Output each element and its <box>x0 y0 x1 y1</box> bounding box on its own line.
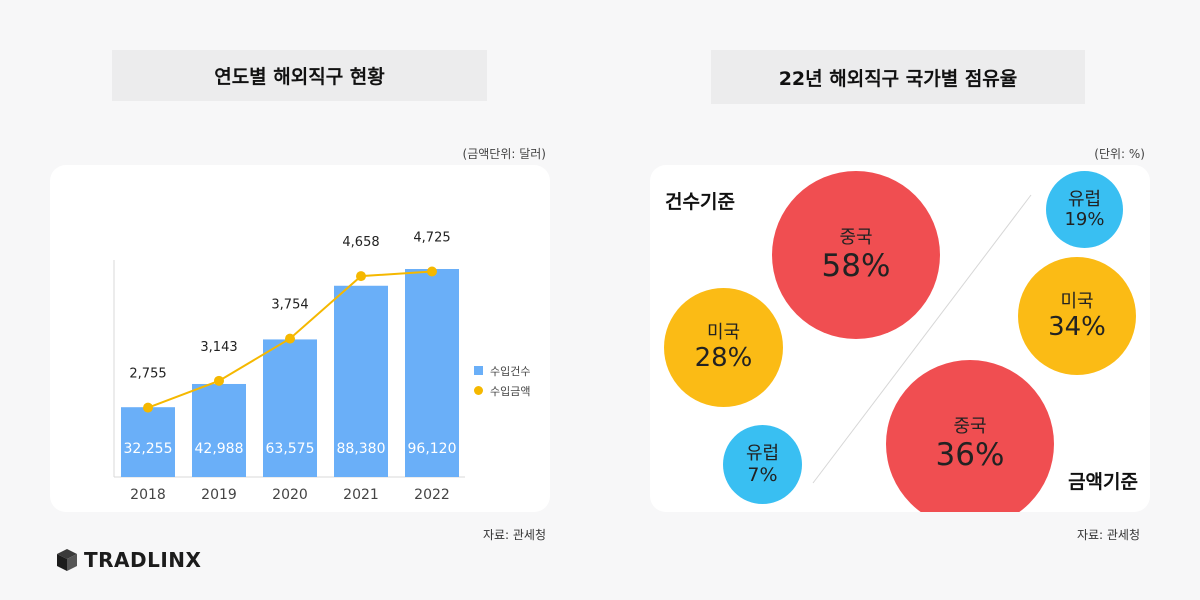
line-value-label-2021: 4,658 <box>342 235 379 250</box>
bar-2022 <box>405 269 459 477</box>
right-source: 자료: 관세청 <box>1076 528 1140 542</box>
bar-value-label-2022: 96,120 <box>408 441 457 457</box>
left-source: 자료: 관세청 <box>482 528 546 542</box>
left-title: 연도별 해외직구 현황 <box>112 50 487 101</box>
bar-value-label-2018: 32,255 <box>124 441 173 457</box>
bubble-label: 유럽 <box>1067 188 1102 210</box>
bubble-amount-china: 중국 36% <box>886 360 1054 512</box>
bubble-label: 중국 <box>953 416 987 438</box>
x-tick-label-2018: 2018 <box>130 487 166 503</box>
line-point-2018 <box>143 402 153 413</box>
bubble-percent: 58% <box>821 247 891 284</box>
bar-value-label-2019: 42,988 <box>195 441 244 457</box>
bar-value-label-2021: 88,380 <box>337 441 386 457</box>
line-point-2020 <box>285 333 295 344</box>
right-unit-note: (단위: %) <box>1094 147 1145 161</box>
tradlinx-logo: TRADLINX <box>56 548 201 572</box>
legend-line-swatch <box>474 386 483 395</box>
legend-bar-label: 수입건수 <box>490 365 530 378</box>
line-value-label-2022: 4,725 <box>413 231 450 246</box>
left-unit-note: (금액단위: 달러) <box>462 147 546 161</box>
bubble-count-china: 중국 58% <box>772 171 940 339</box>
right-title: 22년 해외직구 국가별 점유율 <box>711 50 1085 104</box>
bubble-label: 미국 <box>706 322 741 344</box>
bar-value-label-2020: 63,575 <box>266 441 315 457</box>
bubble-amount-europe: 유럽 19% <box>1046 171 1123 248</box>
bubble-percent: 7% <box>747 463 778 486</box>
logo-cube-icon <box>57 549 77 571</box>
bubble-label: 유럽 <box>745 443 780 465</box>
left-chart-card: 32,255 2018 42,988 2019 63,575 2020 88,380 2021… <box>50 165 550 512</box>
line-value-label-2020: 3,754 <box>271 298 308 313</box>
line-point-2022 <box>427 266 437 277</box>
bubble-count-europe: 유럽 7% <box>723 425 802 504</box>
line-value-label-2018: 2,755 <box>129 367 166 382</box>
combo-chart: 32,255 2018 42,988 2019 63,575 2020 88,380 2021… <box>113 231 530 503</box>
bubble-percent: 34% <box>1048 311 1106 342</box>
bar-2021 <box>334 285 388 477</box>
bar-2020 <box>263 339 317 477</box>
x-tick-label-2021: 2021 <box>343 487 379 503</box>
bar-2019 <box>192 383 246 477</box>
bubble-percent: 19% <box>1064 209 1105 231</box>
legend-bar-swatch <box>474 366 483 375</box>
bubble-count-usa: 미국 28% <box>664 288 783 407</box>
amount-basis-label: 금액기준 <box>1068 471 1138 493</box>
count-basis-label: 건수기준 <box>665 191 735 213</box>
bubble-label: 미국 <box>1060 290 1094 312</box>
legend-line-label: 수입금액 <box>490 385 530 398</box>
bubble-percent: 28% <box>694 343 753 373</box>
line-point-2019 <box>214 375 224 386</box>
bubble-amount-usa: 미국 34% <box>1018 257 1136 375</box>
x-tick-label-2022: 2022 <box>414 487 450 503</box>
bar-2018 <box>121 407 175 477</box>
right-chart-card: 건수기준 금액기준 중국 58% 미국 28% 유럽 7% 유럽 19% 미국 … <box>650 165 1150 512</box>
logo-text: TRADLINX <box>84 548 202 572</box>
x-tick-label-2020: 2020 <box>272 487 308 503</box>
line-value-label-2019: 3,143 <box>200 340 237 355</box>
x-tick-label-2019: 2019 <box>201 487 237 503</box>
divider-line <box>812 194 1032 484</box>
bubble-label: 중국 <box>839 227 873 249</box>
bubble-percent: 36% <box>935 436 1005 473</box>
line-point-2021 <box>356 271 366 282</box>
